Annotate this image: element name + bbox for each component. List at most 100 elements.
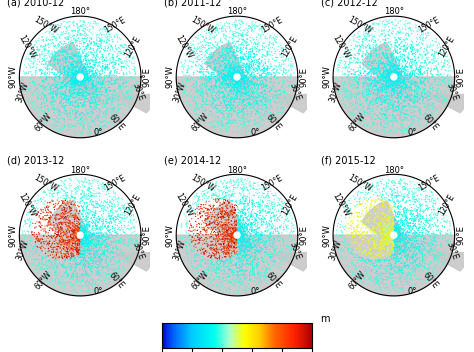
Point: [242, 260, 250, 266]
Point: [393, 89, 401, 95]
Point: [369, 231, 376, 236]
Point: [28, 100, 36, 106]
Point: [435, 60, 442, 66]
Point: [247, 102, 255, 108]
Point: [90, 219, 98, 225]
Point: [228, 21, 236, 27]
Point: [224, 251, 231, 257]
Point: [118, 61, 126, 66]
Point: [227, 69, 235, 75]
Point: [365, 215, 373, 221]
Point: [230, 76, 238, 82]
Point: [373, 243, 380, 249]
Point: [400, 242, 408, 248]
Point: [32, 198, 39, 203]
Point: [34, 244, 42, 250]
Point: [347, 246, 355, 252]
Point: [245, 282, 252, 287]
Point: [438, 233, 446, 238]
Point: [70, 90, 77, 95]
Point: [383, 88, 390, 94]
Point: [194, 237, 202, 243]
Point: [230, 233, 238, 239]
Point: [96, 272, 103, 278]
Point: [410, 197, 418, 202]
Point: [233, 232, 241, 238]
Point: [75, 221, 82, 227]
Point: [60, 237, 68, 243]
Point: [373, 48, 380, 53]
Point: [237, 76, 245, 82]
Point: [80, 75, 87, 81]
Point: [65, 243, 73, 248]
Point: [349, 232, 357, 238]
Point: [379, 241, 386, 246]
Point: [208, 246, 216, 252]
Point: [401, 264, 409, 270]
Point: [233, 74, 241, 80]
Point: [68, 199, 76, 204]
Point: [224, 233, 232, 239]
Point: [32, 239, 39, 244]
Point: [191, 269, 198, 275]
Point: [229, 64, 237, 70]
Point: [110, 49, 118, 54]
Point: [391, 232, 398, 238]
Point: [67, 247, 75, 253]
Point: [356, 255, 364, 260]
Point: [234, 88, 242, 93]
Point: [383, 222, 391, 227]
Point: [106, 221, 113, 226]
Point: [94, 249, 101, 254]
Point: [76, 73, 83, 78]
Point: [46, 280, 53, 285]
Point: [204, 63, 211, 69]
Point: [75, 74, 83, 80]
Point: [52, 36, 59, 41]
Point: [76, 232, 83, 238]
Point: [365, 58, 373, 64]
Point: [359, 208, 366, 214]
Point: [73, 233, 81, 239]
Point: [239, 67, 246, 73]
Point: [269, 213, 277, 219]
Point: [75, 255, 82, 260]
Point: [405, 61, 413, 67]
Point: [396, 221, 403, 227]
Point: [109, 47, 117, 53]
Point: [98, 234, 106, 240]
Point: [78, 224, 85, 229]
Point: [232, 76, 240, 81]
Point: [355, 72, 362, 77]
Point: [54, 201, 61, 207]
Point: [205, 56, 213, 62]
Point: [71, 245, 79, 251]
Point: [75, 73, 82, 78]
Point: [272, 55, 280, 60]
Point: [62, 217, 69, 223]
Point: [392, 261, 399, 266]
Point: [54, 197, 61, 203]
Point: [352, 249, 359, 254]
Point: [356, 199, 363, 205]
Point: [414, 211, 421, 216]
Point: [392, 231, 399, 236]
Point: [266, 111, 274, 116]
Point: [407, 220, 414, 226]
Point: [54, 190, 62, 195]
Point: [371, 245, 379, 250]
Text: 30°W: 30°W: [15, 239, 30, 262]
Point: [77, 73, 85, 79]
Point: [374, 257, 381, 262]
Point: [341, 224, 349, 230]
Point: [196, 257, 204, 263]
Point: [230, 231, 238, 236]
Point: [27, 262, 35, 268]
Point: [211, 187, 219, 193]
Point: [62, 50, 70, 55]
Point: [78, 90, 86, 96]
Point: [362, 45, 370, 51]
Point: [246, 197, 253, 203]
Point: [74, 233, 82, 239]
Point: [375, 96, 383, 102]
